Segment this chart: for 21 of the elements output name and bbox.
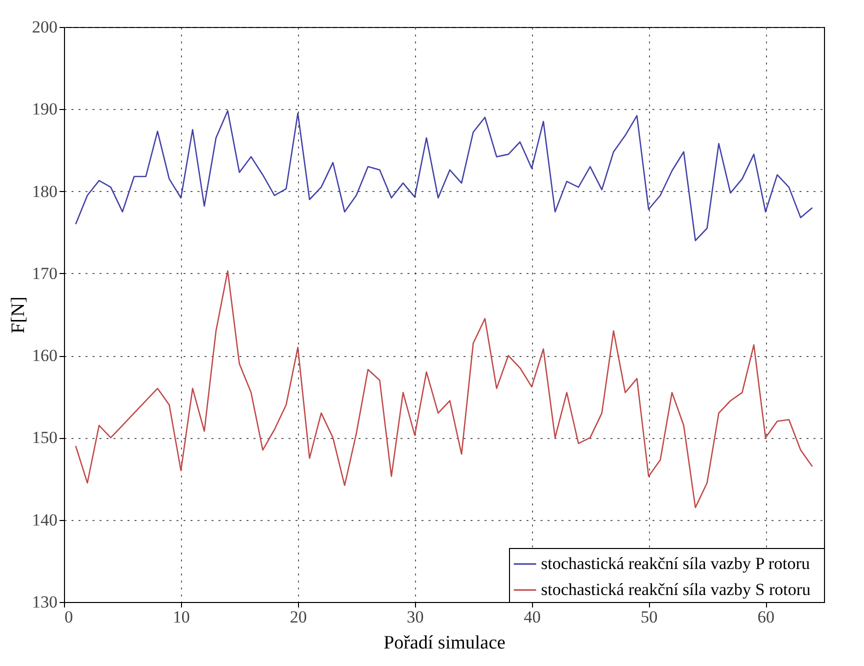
- line-series: [75, 110, 813, 242]
- x-tick-label: 30: [406, 608, 424, 626]
- y-tick-label: 200: [32, 18, 58, 36]
- legend-label: stochastická reakční síla vazby P rotoru: [541, 554, 810, 573]
- x-tick-label: 0: [64, 608, 73, 626]
- y-tick-label: 140: [32, 510, 58, 530]
- y-tick-label: 160: [32, 346, 58, 366]
- y-axis-title: F[N]: [8, 296, 29, 334]
- y-tick-label: 130: [32, 592, 58, 612]
- x-tick-label: 20: [290, 608, 307, 626]
- x-axis-title: Pořadí simulace: [384, 632, 506, 654]
- x-tick-label: 50: [640, 608, 658, 626]
- y-tick-label: 180: [32, 182, 58, 201]
- y-tick-label: 190: [32, 100, 58, 119]
- y-tick-label: 150: [32, 428, 58, 448]
- line-series: [75, 270, 813, 508]
- legend-label: stochastická reakční síla vazby S rotoru: [541, 580, 812, 599]
- x-tick-label: 40: [524, 608, 541, 626]
- y-tick-label: 170: [32, 264, 58, 283]
- x-tick-label: 10: [172, 608, 190, 626]
- x-tick-label: 60: [758, 608, 775, 626]
